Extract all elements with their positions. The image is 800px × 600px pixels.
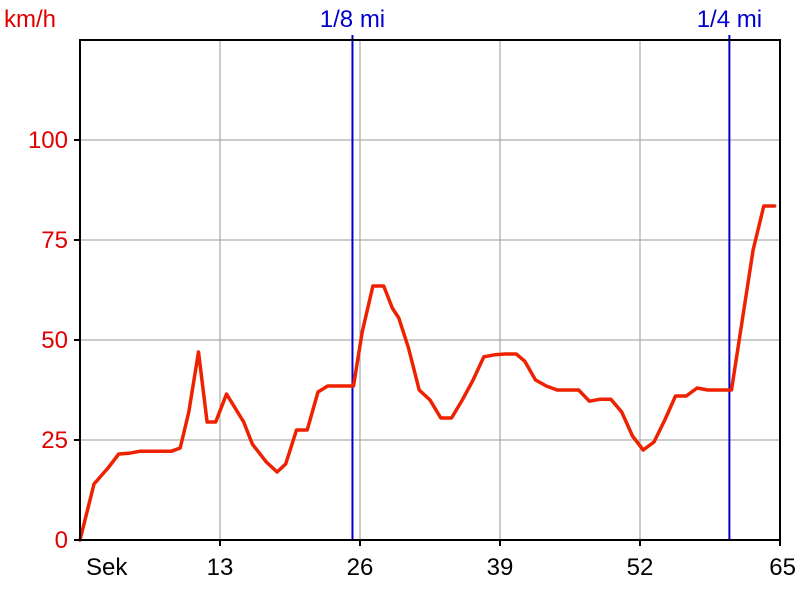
y-tick-label: 0 (55, 527, 68, 554)
distance-marker-label: 1/4 mi (697, 6, 762, 33)
grid-lines (80, 40, 780, 540)
x-tick-label: 65 (769, 554, 796, 581)
distance-markers: 1/8 mi 1/4 mi (320, 6, 762, 540)
speed-series-line (78, 204, 777, 542)
y-tick-label: 75 (41, 227, 68, 254)
x-tick-label: 13 (207, 554, 234, 581)
x-tick-label: 52 (627, 554, 654, 581)
y-axis-label: km/h (4, 6, 56, 33)
series-group (78, 204, 777, 542)
y-tick-label: 50 (41, 327, 68, 354)
distance-marker-label: 1/8 mi (320, 6, 385, 33)
x-tick-label: 39 (487, 554, 514, 581)
y-axis-ticks: 0 25 50 75 100 (28, 127, 80, 554)
plot-frame (79, 39, 781, 541)
x-tick-label: 26 (347, 554, 374, 581)
y-tick-label: 25 (41, 427, 68, 454)
x-axis-label: Sek (86, 554, 128, 581)
y-tick-label: 100 (28, 127, 68, 154)
x-axis-ticks: 13 26 39 52 65 (207, 540, 796, 581)
